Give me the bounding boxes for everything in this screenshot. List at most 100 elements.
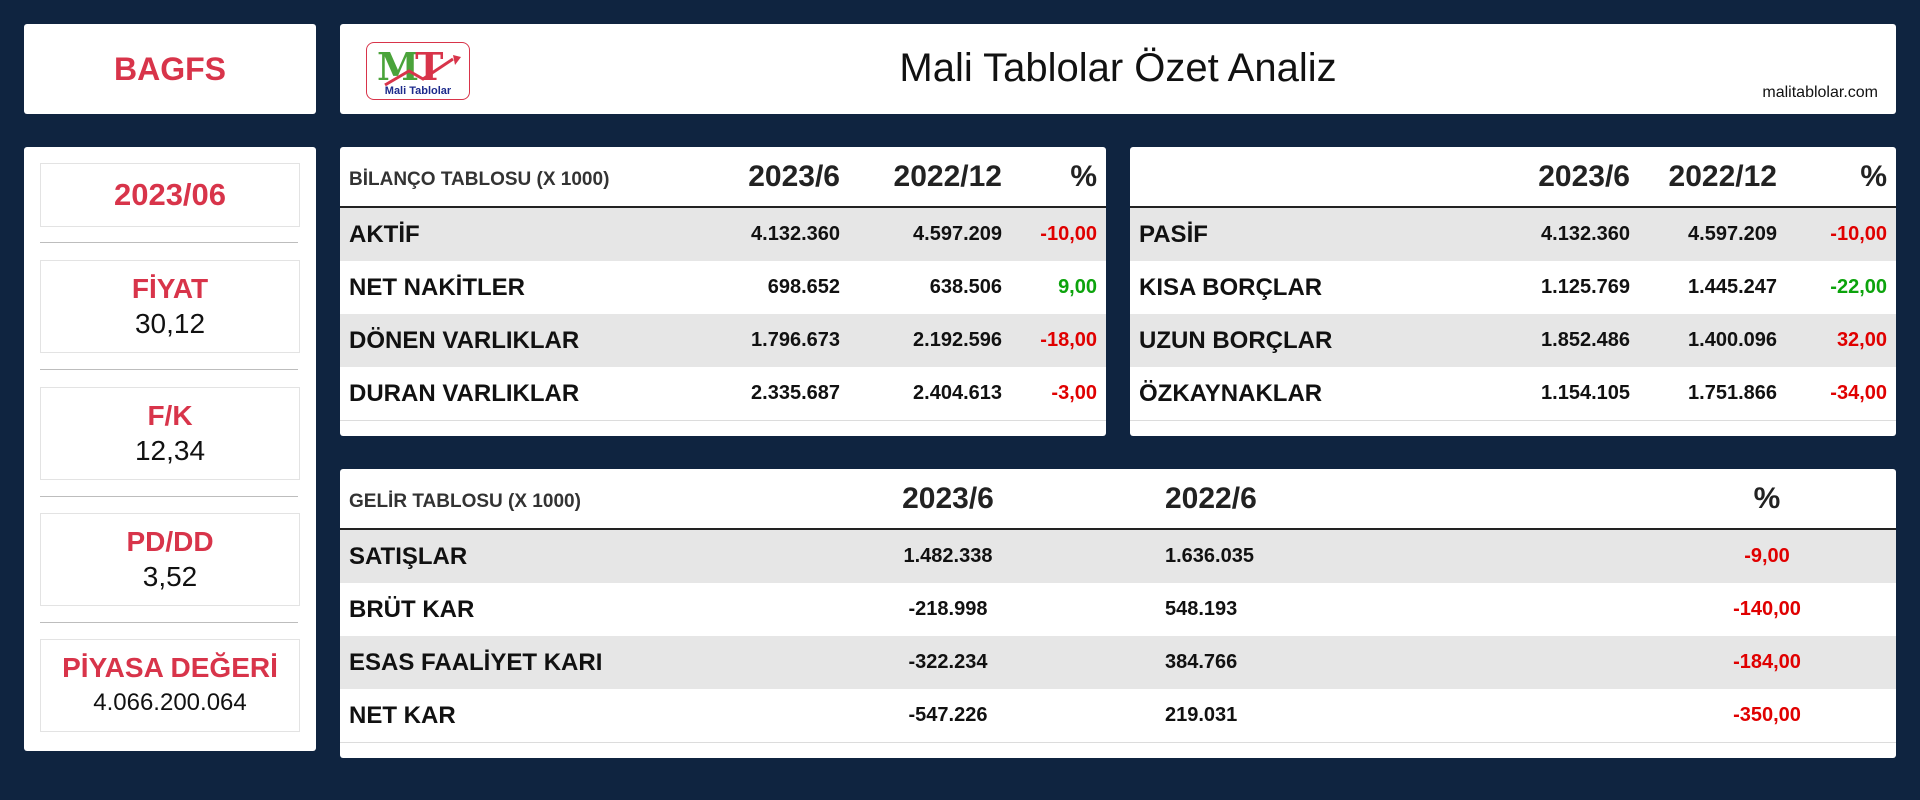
table-row: ÖZKAYNAKLAR 1.154.105 1.751.866 -34,00 — [1130, 367, 1896, 420]
change-percent: 9,00 — [1058, 276, 1097, 298]
income-card: GELİR TABLOSU (X 1000) 2023/6 2022/6 % S… — [340, 469, 1896, 758]
row-label: KISA BORÇLAR — [1139, 274, 1323, 301]
period-label: 2023/06 — [113, 177, 227, 212]
balance-assets-table: BİLANÇO TABLOSU (X 1000) 2023/6 2022/12 … — [340, 147, 1106, 436]
logo-caption: Mali Tablolar — [384, 85, 452, 97]
cell-value: 2.192.596 — [913, 329, 1002, 351]
change-percent: -184,00 — [1733, 651, 1801, 673]
logo-mark: MT — [377, 44, 443, 89]
divider — [40, 369, 298, 370]
pb-box: PD/DD 3,52 — [40, 513, 300, 606]
table-row: SATIŞLAR 1.482.338 1.636.035 -9,00 — [340, 530, 1896, 583]
change-percent: -10,00 — [1830, 223, 1887, 245]
cell-value: 4.132.360 — [751, 223, 840, 245]
cell-value: 638.506 — [929, 276, 1002, 298]
cell-value: 1.636.035 — [1165, 545, 1254, 567]
cell-value: 1.400.096 — [1688, 329, 1777, 351]
column-header: 2023/6 — [1538, 160, 1630, 193]
table-row: NET KAR -547.226 219.031 -350,00 — [340, 689, 1896, 742]
table-row: ESAS FAALİYET KARI -322.234 384.766 -184… — [340, 636, 1896, 689]
cell-value: 2.335.687 — [751, 382, 840, 404]
table-row: KISA BORÇLAR 1.125.769 1.445.247 -22,00 — [1130, 261, 1896, 314]
pb-value: 3,52 — [142, 560, 198, 592]
table-title: BİLANÇO TABLOSU (X 1000) — [349, 169, 610, 190]
cell-value: 2.404.613 — [913, 382, 1002, 404]
row-label: ESAS FAALİYET KARI — [349, 649, 603, 676]
cell-value: 384.766 — [1165, 651, 1238, 673]
cell-value: 1.125.769 — [1541, 276, 1630, 298]
cell-value: 4.597.209 — [913, 223, 1002, 245]
change-percent: -18,00 — [1040, 329, 1097, 351]
column-header: 2022/12 — [1668, 160, 1777, 193]
table-row: BRÜT KAR -218.998 548.193 -140,00 — [340, 583, 1896, 636]
period-box: 2023/06 — [40, 163, 300, 227]
site-url: malitablolar.com — [1762, 84, 1878, 101]
cell-value: 1.445.247 — [1688, 276, 1777, 298]
sidebar: 2023/06 FİYAT 30,12 F/K 12,34 PD/DD 3,52… — [24, 147, 316, 751]
table-row: AKTİF 4.132.360 4.597.209 -10,00 — [340, 208, 1106, 261]
change-percent: -34,00 — [1830, 382, 1887, 404]
cell-value: -547.226 — [908, 704, 988, 726]
column-header: % — [1860, 160, 1887, 193]
row-label: DÖNEN VARLIKLAR — [349, 327, 580, 354]
row-label: DURAN VARLIKLAR — [349, 380, 580, 407]
price-value: 30,12 — [134, 307, 206, 339]
ticker-card: BAGFS — [24, 24, 316, 114]
ticker-symbol: BAGFS — [114, 50, 226, 87]
cell-value: -322.234 — [908, 651, 988, 673]
column-header: 2022/12 — [893, 160, 1002, 193]
change-percent: -350,00 — [1733, 704, 1801, 726]
divider — [40, 622, 298, 623]
table-header: GELİR TABLOSU (X 1000) 2023/6 2022/6 % — [340, 469, 1896, 530]
table-row: UZUN BORÇLAR 1.852.486 1.400.096 32,00 — [1130, 314, 1896, 367]
cell-value: -218.998 — [908, 598, 988, 620]
cell-value: 219.031 — [1165, 704, 1238, 726]
change-percent: -10,00 — [1040, 223, 1097, 245]
table-header: BİLANÇO TABLOSU (X 1000) 2023/6 2022/12 … — [340, 147, 1106, 208]
column-header: 2022/6 — [1165, 482, 1257, 515]
divider — [40, 242, 298, 243]
table-title: GELİR TABLOSU (X 1000) — [349, 491, 581, 512]
row-label: PASİF — [1139, 221, 1208, 248]
pe-box: F/K 12,34 — [40, 387, 300, 480]
cell-value: 698.652 — [767, 276, 840, 298]
balance-liabilities-card: 2023/6 2022/12 % PASİF 4.132.360 4.597.2… — [1130, 147, 1896, 436]
row-label: NET KAR — [349, 702, 456, 729]
market-cap-value: 4.066.200.064 — [93, 688, 247, 716]
cell-value: 548.193 — [1165, 598, 1238, 620]
market-cap-label: PİYASA DEĞERİ — [62, 651, 278, 683]
column-header: 2023/6 — [748, 160, 840, 193]
trend-arrow-icon — [384, 55, 461, 87]
cell-value: 1.852.486 — [1541, 329, 1630, 351]
income-table: GELİR TABLOSU (X 1000) 2023/6 2022/6 % S… — [340, 469, 1896, 758]
table-row: DÖNEN VARLIKLAR 1.796.673 2.192.596 -18,… — [340, 314, 1106, 367]
change-percent: -9,00 — [1744, 545, 1790, 567]
change-percent: 32,00 — [1836, 329, 1887, 351]
change-percent: -140,00 — [1733, 598, 1801, 620]
balance-assets-card: BİLANÇO TABLOSU (X 1000) 2023/6 2022/12 … — [340, 147, 1106, 436]
pb-label: PD/DD — [126, 525, 214, 557]
row-label: UZUN BORÇLAR — [1139, 327, 1333, 354]
cell-value: 1.796.673 — [751, 329, 840, 351]
divider — [340, 742, 1896, 743]
table-row: DURAN VARLIKLAR 2.335.687 2.404.613 -3,0… — [340, 367, 1106, 420]
table-row: NET NAKİTLER 698.652 638.506 9,00 — [340, 261, 1106, 314]
cell-value: 1.482.338 — [903, 545, 993, 567]
cell-value: 4.597.209 — [1688, 223, 1777, 245]
price-box: FİYAT 30,12 — [40, 260, 300, 353]
balance-liabilities-table: 2023/6 2022/12 % PASİF 4.132.360 4.597.2… — [1130, 147, 1896, 436]
table-row: PASİF 4.132.360 4.597.209 -10,00 — [1130, 208, 1896, 261]
cell-value: 4.132.360 — [1541, 223, 1630, 245]
market-cap-box: PİYASA DEĞERİ 4.066.200.064 — [40, 639, 300, 732]
row-label: NET NAKİTLER — [349, 274, 525, 301]
row-label: BRÜT KAR — [349, 596, 475, 623]
row-label: SATIŞLAR — [349, 543, 468, 570]
row-label: ÖZKAYNAKLAR — [1139, 380, 1323, 407]
page-title: Mali Tablolar Özet Analiz — [899, 46, 1337, 90]
row-label: AKTİF — [349, 221, 420, 248]
change-percent: -3,00 — [1051, 382, 1097, 404]
cell-value: 1.751.866 — [1688, 382, 1777, 404]
header-bar: MT Mali Tablolar Mali Tablolar Özet Anal… — [340, 24, 1896, 114]
column-header: % — [1753, 482, 1781, 515]
column-header: 2023/6 — [902, 482, 994, 515]
